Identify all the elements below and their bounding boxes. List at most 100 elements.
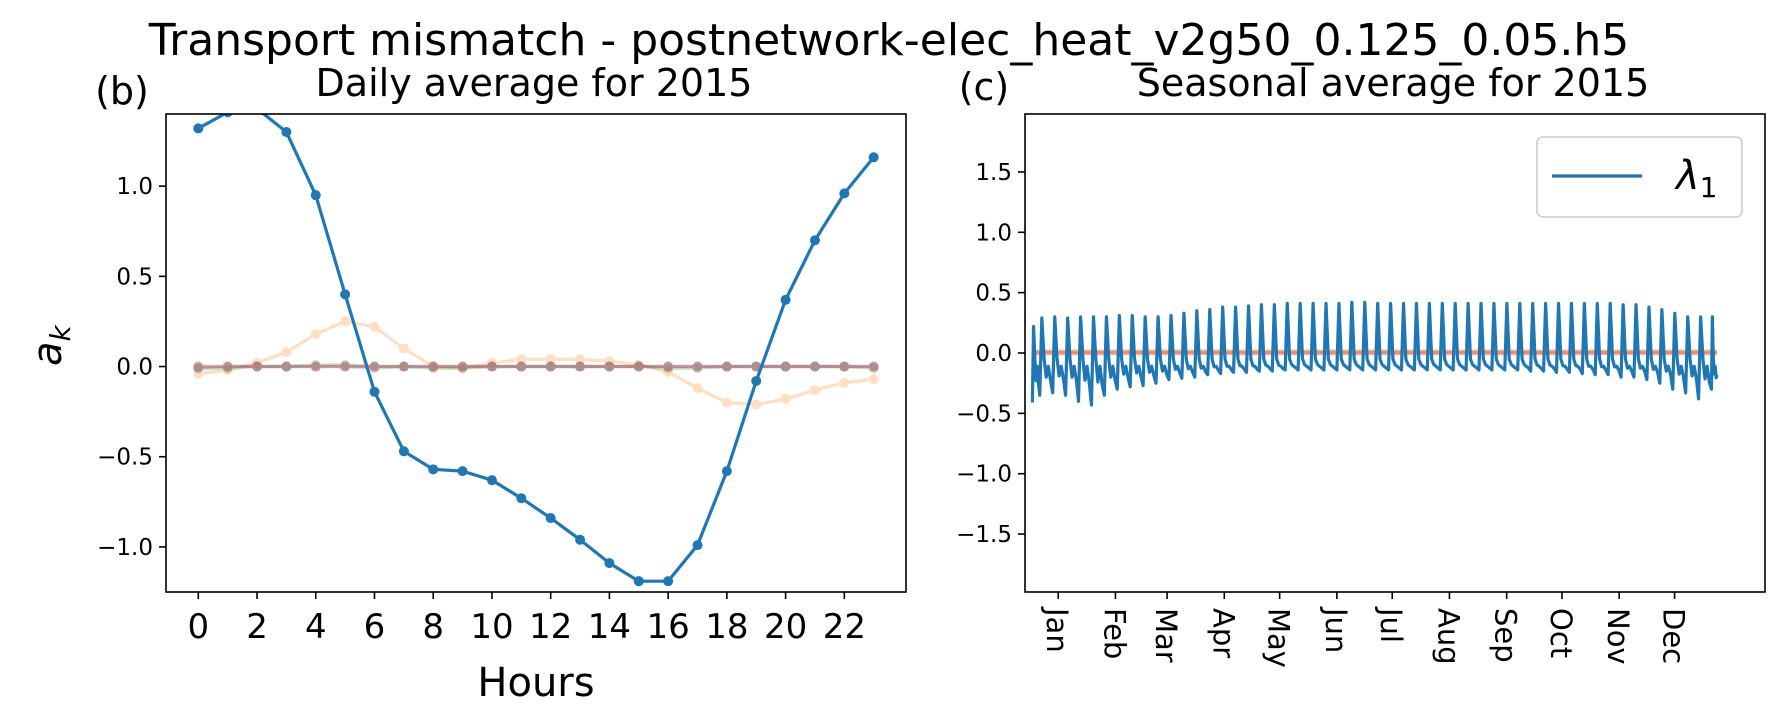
panel-c-axes-frame (1024, 113, 1766, 593)
panel-b-series-3-point (428, 361, 439, 372)
panel-b-series-5-point (721, 361, 732, 372)
panel-b-series-1-point (222, 365, 233, 376)
panel-b-series-0-point (868, 152, 879, 163)
panel-b-series-0-point (516, 493, 527, 504)
panel-b-x-tick-label: 22 (823, 607, 866, 647)
panel-b-series-1-point (545, 354, 556, 365)
panel-c-y-ticks: 1.5 1.0 0.5 0.0 −0.5 −1.0 −1.5 (956, 160, 1025, 548)
panel-b-series-5-point (692, 361, 703, 372)
panel-c: (c) Seasonal average for 2015 1.5 1.0 0.5 0… (956, 61, 1766, 668)
panel-b-series-4-point (516, 361, 527, 372)
panel-b-series-5-point (839, 361, 850, 372)
panel-b-series-1-point (721, 397, 732, 408)
panel-b-series-4-point (692, 361, 703, 372)
panel-c-x-ticks: Jan Feb Mar Apr May Jun Jul Aug Sep Oct Nov Dec (1040, 592, 1691, 668)
panel-b-series-4-point (398, 361, 409, 372)
panel-b-label: (b) (95, 69, 149, 113)
panel-b-series-4-point (751, 361, 762, 372)
panel-b-series-0-point (663, 576, 674, 587)
panel-b-series-5-point (868, 361, 879, 372)
panel-b-series-3-point (868, 361, 879, 372)
panel-b-series-4-point (575, 361, 586, 372)
panel-b-series-3-point (340, 361, 351, 372)
panel-b-series-0-line (197, 114, 875, 583)
panel-b-series-3-point (692, 361, 703, 372)
panel-b-series-3-point (839, 361, 850, 372)
panel-c-y-tick-label: −1.5 (956, 522, 1012, 548)
panel-b-series-1-point (868, 374, 879, 385)
panel-b-series-2-point (310, 359, 321, 370)
panel-b-series-2-point (486, 361, 497, 372)
panel-b-series-1-point (809, 384, 820, 395)
panel-c-plot-area (1030, 300, 1719, 407)
panel-b-series-2-point (780, 361, 791, 372)
panel-c-y-tick-label: 0.5 (975, 281, 1012, 307)
panel-b-series-0-point (281, 127, 292, 138)
panel-b-series-1-point (839, 377, 850, 388)
panel-c-y-tick-label: 1.5 (975, 160, 1012, 186)
panel-b-series-4-point (369, 363, 380, 374)
panel-b-series-1-point (428, 361, 439, 372)
panel-c-x-tick-label: Feb (1097, 608, 1131, 659)
panel-b-series-1-point (516, 354, 527, 365)
panel-b-series-2-point (839, 361, 850, 372)
panel-b-series-4-point (633, 361, 644, 372)
panel-b-series-5-point (751, 361, 762, 372)
panel-b-series-0-point (751, 375, 762, 386)
panel-b-series-4-point (721, 361, 732, 372)
panel-b-series-0-point (633, 576, 644, 587)
panel-b-series-1-point (398, 343, 409, 354)
panel-b-series-3-point (222, 361, 233, 372)
panel-b-series-0-point (340, 289, 351, 300)
panel-b-y-tick-label: 0.0 (116, 355, 153, 381)
panel-b-series-1-point (193, 368, 204, 379)
panel-b-series-3-point (575, 361, 586, 372)
panel-b-series-2-point (868, 363, 879, 374)
panel-b-series-3-point (252, 361, 263, 372)
panel-b-series-1-point (340, 316, 351, 327)
panel-b-series-2-point (575, 361, 586, 372)
panel-c-legend-label: λ1 (1674, 153, 1718, 204)
panel-b-xlabel: Hours (477, 660, 594, 706)
panel-b-ylabel-subscript: k (44, 323, 77, 341)
panel-c-y-tick-label: 1.0 (975, 220, 1012, 246)
panel-b-series-4-point (545, 361, 556, 372)
panel-b-series-4-point (868, 361, 879, 372)
panel-b-series-2-point (692, 363, 703, 374)
panel-b-series-0-point (604, 558, 615, 569)
panel-c-x-tick-label: Dec (1657, 608, 1691, 664)
panel-b-series-5-point (310, 361, 321, 372)
panel-b-series-1-point (486, 357, 497, 368)
panel-b-series-4-point (252, 361, 263, 372)
panel-b-series-5-point (545, 361, 556, 372)
panel-b-plot-area (193, 114, 879, 587)
panel-b-series-2-point (545, 361, 556, 372)
panel-b-series-3-point (780, 361, 791, 372)
panel-b-series-3-point (457, 361, 468, 372)
panel-c-y-tick-label: −1.0 (956, 462, 1012, 488)
panel-b-series-3-point (809, 361, 820, 372)
panel-b-series-0-point (692, 540, 703, 551)
panel-b-series-0-point (839, 188, 850, 199)
panel-b-series-2-point (633, 361, 644, 372)
panel-c-title: Seasonal average for 2015 (1137, 61, 1650, 105)
panel-b-axes-frame (165, 113, 907, 593)
panel-b-series-4-point (193, 363, 204, 374)
panel-b-ylabel-main: a (25, 341, 71, 366)
figure-suptitle: Transport mismatch - postnetwork-elec_he… (148, 15, 1630, 66)
panel-b-x-tick-label: 16 (647, 607, 690, 647)
panel-b-ylabel: ak (25, 323, 77, 366)
panel-b-series-4-point (486, 361, 497, 372)
panel-b-series-0-point (721, 466, 732, 477)
panel-b-series-0-point (809, 235, 820, 246)
panel-b-series-0-point (486, 475, 497, 486)
panel-c-x-tick-label: Oct (1544, 608, 1578, 658)
panel-b-series-2-point (369, 361, 380, 372)
panel-b-series-5-point (663, 361, 674, 372)
panel-b-series-5-point (486, 361, 497, 372)
panel-b-series-5-point (222, 361, 233, 372)
panel-b-series-3-point (310, 361, 321, 372)
panel-b-series-1-point (751, 399, 762, 410)
panel-b-series-3-point (604, 361, 615, 372)
